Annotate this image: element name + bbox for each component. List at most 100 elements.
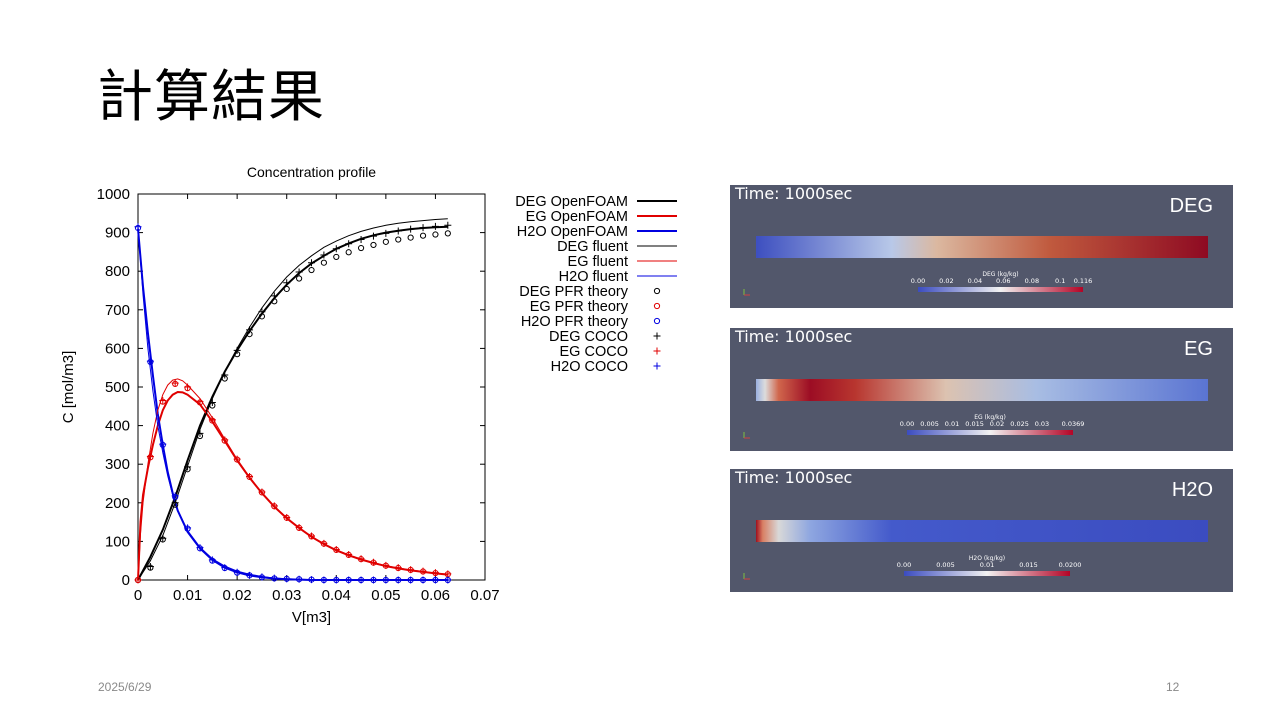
data-point-eg-coco xyxy=(320,539,328,547)
data-point-h2o-coco xyxy=(258,573,266,581)
legend-tick-label: 0.03 xyxy=(1034,420,1050,428)
legend-tick-label: 0.0200 xyxy=(1058,561,1082,569)
legend-colorbar xyxy=(918,287,1083,292)
data-point-h2o-coco xyxy=(233,568,241,576)
data-point-deg-coco xyxy=(431,222,439,230)
data-point-eg-coco xyxy=(270,502,278,510)
color-legend: DEG (kg/kg) 0.00 0.02 0.04 0.06 0.08 0.1 0.116 xyxy=(911,271,1093,299)
x-tick-label: 0 xyxy=(134,587,142,604)
data-point-eg-coco xyxy=(146,452,154,460)
contour-panel-eg: Time: 1000sec EG EG (kg/kg) 0.00 0.005 0.01 0.… xyxy=(730,328,1233,451)
data-point-eg-coco xyxy=(308,532,315,540)
data-point-deg-pfr-theory xyxy=(283,285,290,293)
legend-colorbar xyxy=(907,430,1073,435)
data-point-eg-coco xyxy=(221,436,229,444)
data-point-eg-coco xyxy=(419,567,427,575)
species-label: H2O xyxy=(1171,479,1213,501)
y-tick-label: 700 xyxy=(105,302,130,319)
slide-title: 計算結果 xyxy=(97,65,325,130)
data-point-deg-pfr-theory xyxy=(308,266,315,274)
legend-tick-label: 0.0369 xyxy=(1061,420,1085,428)
data-point-eg-coco xyxy=(184,383,192,391)
legend-label: DEG COCO xyxy=(549,329,628,345)
data-point-deg-coco xyxy=(196,429,204,437)
data-point-eg-coco xyxy=(407,566,415,574)
data-point-deg-pfr-theory xyxy=(382,238,389,245)
legend-tick-label: 0.116 xyxy=(1073,277,1093,285)
legend-tick-label: 0.08 xyxy=(1024,277,1040,285)
data-point-h2o-coco xyxy=(246,571,254,579)
data-point-eg-coco xyxy=(382,561,390,569)
data-point-deg-coco xyxy=(444,221,452,229)
data-point-deg-coco xyxy=(246,326,254,334)
legend-label: H2O OpenFOAM xyxy=(517,224,628,240)
data-point-deg-coco xyxy=(407,225,415,233)
contour-panel-deg: Time: 1000sec DEG DEG (kg/kg) 0.00 0.02 0.04 0… xyxy=(730,185,1233,308)
data-point-deg-pfr-theory xyxy=(333,253,340,261)
data-point-eg-coco xyxy=(233,455,241,463)
legend-label: H2O fluent xyxy=(559,269,628,285)
data-point-eg-coco xyxy=(431,569,439,577)
data-point-deg-coco xyxy=(394,227,402,235)
legend-tick-label: 0.00 xyxy=(896,561,912,569)
legend-label: EG OpenFOAM xyxy=(526,209,628,225)
data-point-deg-pfr-theory xyxy=(432,231,439,238)
data-point-h2o-coco xyxy=(320,576,328,584)
orientation-axes-icon xyxy=(743,424,751,439)
data-point-eg-coco xyxy=(394,564,402,572)
data-point-h2o-coco xyxy=(444,576,452,584)
legend-ticks: 0.00 0.005 0.01 0.015 0.02 0.025 0.03 0.0369 xyxy=(900,420,1085,428)
series-line-eg-openfoam xyxy=(137,390,448,581)
legend-label: EG fluent xyxy=(568,254,628,270)
legend-label: EG COCO xyxy=(560,344,628,360)
series-line-h2o-openfoam xyxy=(137,228,448,581)
slide-page-number: 12 xyxy=(1166,680,1180,694)
legend-tick-label: 0.025 xyxy=(1010,420,1029,428)
legend-label: DEG fluent xyxy=(557,239,628,255)
x-axis-label: V[m3] xyxy=(292,609,331,626)
legend-tick-label: 0.00 xyxy=(910,277,926,285)
data-point-eg-coco xyxy=(258,488,266,496)
legend-swatch xyxy=(653,332,661,340)
chart-title: Concentration profile xyxy=(247,164,376,180)
data-point-deg-pfr-theory xyxy=(320,259,327,266)
legend-swatch xyxy=(653,302,661,310)
legend-tick-label: 0.005 xyxy=(936,561,955,569)
contour-panel-h2o: Time: 1000sec H2O H2O (kg/kg) 0.00 0.005 0.01… xyxy=(730,469,1233,592)
concentration-field xyxy=(756,379,1208,401)
data-point-deg-pfr-theory xyxy=(395,236,402,243)
data-point-h2o-coco xyxy=(184,524,192,532)
data-point-deg-coco xyxy=(295,268,303,276)
y-tick-label: 200 xyxy=(105,495,130,512)
data-point-deg-coco xyxy=(357,236,365,244)
x-tick-label: 0.03 xyxy=(272,587,301,604)
concentration-chart: Concentration profile 0 0.01 0.02 0.03 0.04 0.… xyxy=(60,164,677,626)
data-point-deg-coco xyxy=(345,240,353,248)
legend-swatch xyxy=(653,317,661,325)
legend-tick-label: 0.015 xyxy=(1019,561,1038,569)
data-point-deg-coco xyxy=(221,371,229,379)
data-point-h2o-coco xyxy=(196,544,204,552)
legend-swatch xyxy=(653,287,661,295)
legend-ticks: 0.00 0.02 0.04 0.06 0.08 0.1 0.116 xyxy=(911,277,1093,285)
y-tick-label: 0 xyxy=(122,572,130,589)
data-point-eg-coco xyxy=(332,546,340,554)
species-label: DEG xyxy=(1169,195,1213,217)
concentration-field xyxy=(756,236,1208,258)
slide-date: 2025/6/29 xyxy=(98,680,152,694)
legend-label: EG PFR theory xyxy=(530,299,629,315)
data-point-deg-coco xyxy=(233,346,241,354)
data-point-h2o-coco xyxy=(419,576,427,584)
data-point-h2o-coco xyxy=(295,575,303,583)
data-point-eg-coco xyxy=(283,513,291,521)
data-point-eg-coco xyxy=(171,379,179,387)
data-point-deg-coco xyxy=(369,232,377,240)
legend-label: H2O COCO xyxy=(551,359,628,375)
x-tick-label: 0.07 xyxy=(470,587,499,604)
data-point-h2o-coco xyxy=(394,576,402,584)
series-line-deg-fluent xyxy=(137,218,448,581)
data-point-h2o-coco xyxy=(208,556,216,564)
y-axis-label: C [mol/m3] xyxy=(60,351,77,424)
data-point-h2o-coco xyxy=(283,575,291,583)
data-point-h2o-coco xyxy=(308,576,315,584)
